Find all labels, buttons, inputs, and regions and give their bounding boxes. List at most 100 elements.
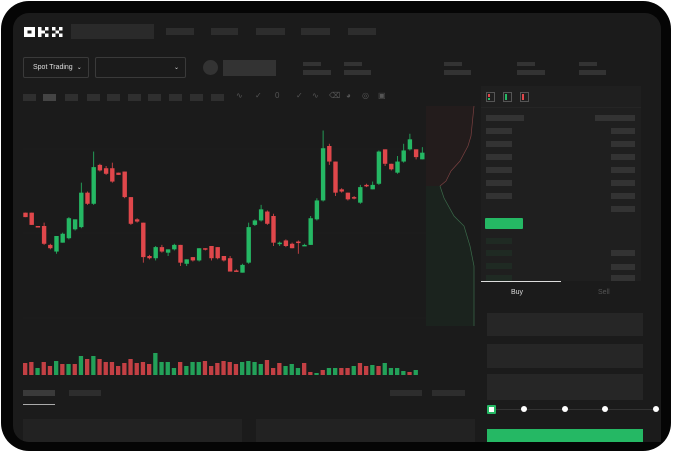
okx-logo-icon <box>24 27 63 37</box>
price-input[interactable] <box>487 313 643 336</box>
orderbook-both-icon[interactable] <box>486 92 495 102</box>
nav-item-5[interactable] <box>348 28 376 35</box>
orderbook-asks-icon[interactable] <box>520 92 529 102</box>
leverage-slider[interactable] <box>490 409 660 410</box>
ask-row-price <box>486 128 512 134</box>
ask-row-amount <box>611 154 635 160</box>
volume-bar <box>91 356 96 375</box>
timeframe-9[interactable] <box>190 94 203 101</box>
timeframe-6[interactable] <box>128 94 141 101</box>
target-icon[interactable]: ◎ <box>362 91 369 100</box>
volume-bar <box>326 368 332 375</box>
total-input[interactable] <box>487 374 643 400</box>
timeframe-1[interactable] <box>23 94 36 101</box>
volume-bar <box>134 363 139 375</box>
bid-row-price <box>486 263 512 269</box>
candle-up <box>320 148 326 201</box>
stat-4-label <box>517 62 535 66</box>
bid-row-amount <box>611 250 635 256</box>
slider-handle[interactable] <box>487 405 496 414</box>
timeframe-10[interactable] <box>211 94 224 101</box>
ask-row-price <box>486 193 512 199</box>
tab-sell[interactable]: Sell <box>598 289 610 296</box>
interval-icon[interactable]: 0 <box>275 91 280 100</box>
candle-up <box>91 167 96 204</box>
volume-bar <box>370 365 375 375</box>
candle-down <box>209 246 214 259</box>
bottom-tab-2[interactable] <box>69 390 101 396</box>
stat-2-label <box>344 62 362 66</box>
nav-item-2[interactable] <box>211 28 238 35</box>
tab-underline <box>481 281 561 282</box>
timeframe-3[interactable] <box>65 94 78 101</box>
slider-step-50[interactable] <box>562 406 568 412</box>
timeframe-2[interactable] <box>43 94 56 101</box>
volume-bar <box>109 362 115 375</box>
candle-down <box>265 211 270 224</box>
slider-step-100[interactable] <box>653 406 659 412</box>
volume-bar <box>153 353 158 375</box>
volume-bar <box>308 372 313 375</box>
candle-up <box>308 218 313 245</box>
search-input[interactable] <box>71 24 154 39</box>
nav-item-3[interactable] <box>256 28 285 35</box>
stat-5-value <box>579 70 606 75</box>
timeframe-4[interactable] <box>87 94 100 101</box>
candle-down <box>271 216 276 243</box>
volume-bar <box>165 362 170 375</box>
app-screen: Spot Trading ⌄ ⌄ ∿ ✓ 0 ✓ ∿ ⌫ ◕ ◎ ▣ <box>13 13 661 442</box>
volume-bar <box>351 366 356 375</box>
fullscreen-icon[interactable]: ▣ <box>378 91 386 100</box>
candle-up <box>246 227 251 263</box>
volume-bar <box>401 371 406 375</box>
nav-item-4[interactable] <box>301 28 330 35</box>
chevron-down-icon: ⌄ <box>76 65 82 71</box>
candle-down <box>203 248 208 250</box>
stat-4-value <box>517 70 545 75</box>
bottom-action-2[interactable] <box>432 390 465 396</box>
candlestick-chart[interactable] <box>13 106 483 376</box>
candle-up <box>401 150 406 162</box>
candle-down <box>159 247 165 252</box>
candle-down <box>134 219 140 222</box>
candle-up <box>240 264 245 273</box>
indicator-icon[interactable]: ∿ <box>236 91 243 100</box>
buy-button[interactable] <box>487 429 643 442</box>
slider-step-75[interactable] <box>602 406 608 412</box>
timeframe-8[interactable] <box>169 94 182 101</box>
timeframe-5[interactable] <box>107 94 120 101</box>
candle-down <box>333 161 338 193</box>
timeframe-7[interactable] <box>148 94 161 101</box>
ask-row-price <box>486 167 512 173</box>
bottom-tab-1[interactable] <box>23 390 55 396</box>
tab-buy[interactable]: Buy <box>511 289 524 296</box>
ruler-icon[interactable]: ⌫ <box>329 91 341 100</box>
bottom-action-1[interactable] <box>390 390 422 396</box>
volume-bar <box>178 362 183 375</box>
volume-bar <box>147 364 152 375</box>
volume-bar <box>209 366 214 375</box>
orderbook-bids-icon[interactable] <box>503 92 512 102</box>
volume-bar <box>295 368 301 375</box>
volume-bar <box>413 370 418 375</box>
volume-bar <box>184 366 189 375</box>
spot-trading-label: Spot Trading <box>33 64 73 71</box>
spot-trading-select[interactable]: Spot Trading ⌄ <box>23 57 89 78</box>
candle-down <box>48 244 53 249</box>
ask-row-amount <box>611 193 635 199</box>
drawing-icon[interactable]: ◕ <box>346 91 351 100</box>
amount-input[interactable] <box>487 344 643 368</box>
line-icon[interactable]: ∿ <box>312 91 319 100</box>
nav-item-1[interactable] <box>166 28 194 35</box>
candle-down <box>296 241 301 244</box>
pair-select[interactable]: ⌄ <box>95 57 186 78</box>
okx-logo[interactable] <box>23 25 67 39</box>
candle-type-icon[interactable]: ✓ <box>255 91 262 100</box>
stat-1-value <box>303 70 331 75</box>
chevron-down-icon[interactable]: ✓ <box>296 91 303 100</box>
slider-step-25[interactable] <box>521 406 527 412</box>
candle-up <box>153 247 158 259</box>
ask-row-amount <box>611 128 635 134</box>
volume-bar <box>66 364 71 375</box>
candle-up <box>79 192 84 228</box>
